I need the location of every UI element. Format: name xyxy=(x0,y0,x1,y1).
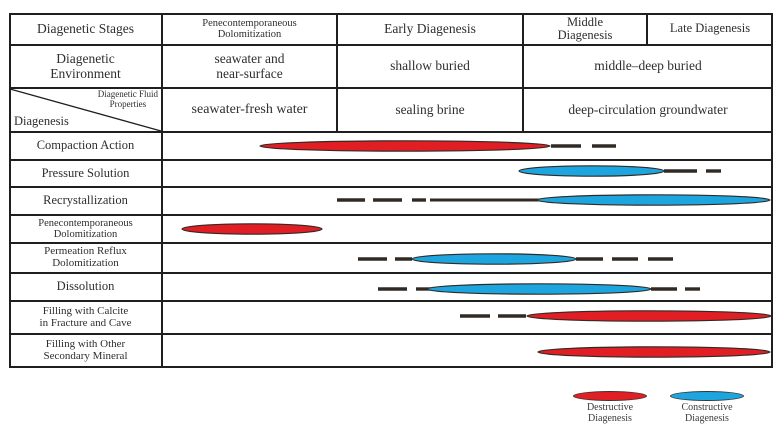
red-diagenesis-ellipse xyxy=(259,140,551,152)
blue-diagenesis-ellipse xyxy=(411,253,577,265)
stage-early-cell: Early Diagenesis xyxy=(384,20,476,36)
row-label-compaction-action: Compaction Action xyxy=(36,138,135,153)
fluid-diagenesis-corner-cell: Diagenetic Fluid Properties Diagenesis xyxy=(9,88,162,132)
row-label-pressure-solution: Pressure Solution xyxy=(41,165,130,180)
destructive-ellipse-swatch xyxy=(573,391,647,401)
legend-item-destructive: Destructive Diagenesis xyxy=(571,391,649,424)
fluid-groundwater-cell: deep-circulation groundwater xyxy=(568,101,728,117)
environment-middledeep-cell: middle–deep buried xyxy=(594,58,702,74)
red-diagenesis-ellipse xyxy=(526,310,772,322)
row-label-filling-other-mineral: Filling with Other Secondary Mineral xyxy=(43,338,128,362)
blue-diagenesis-ellipse xyxy=(536,194,771,206)
legend-label-destructive: Destructive Diagenesis xyxy=(586,402,634,424)
blue-diagenesis-ellipse xyxy=(426,283,652,295)
red-diagenesis-ellipse xyxy=(181,223,323,235)
fluid-properties-label: Diagenetic Fluid Properties xyxy=(97,89,158,109)
diagonal-divider xyxy=(9,88,162,132)
fluid-seawater-fresh-cell: seawater-fresh water xyxy=(191,102,308,118)
row-label-recrystallization: Recrystallization xyxy=(43,193,128,208)
diagenesis-label: Diagenesis xyxy=(14,114,69,128)
stage-middle-cell: Middle Diagenesis xyxy=(557,14,613,42)
stages-header-cell: Diagenetic Stages xyxy=(36,20,135,36)
fluid-sealing-brine-cell: sealing brine xyxy=(395,101,465,117)
legend-label-constructive: Constructive Diagenesis xyxy=(681,402,733,424)
environment-seawater-cell: seawater and near-surface xyxy=(214,50,285,81)
row-label-permeation-reflux-dolomitization: Permeation Reflux Dolomitization xyxy=(44,245,127,269)
row-label-penecontemporaneous-dolomitization: Penecontemporaneous Dolomitization xyxy=(38,217,133,240)
legend-item-constructive: Constructive Diagenesis xyxy=(668,391,746,424)
row-label-dissolution: Dissolution xyxy=(56,279,115,294)
grid-layer xyxy=(9,13,773,368)
constructive-ellipse-swatch xyxy=(670,391,744,401)
stage-penecontemporaneous-cell: Penecontemporaneous Dolomitization xyxy=(202,17,297,40)
red-diagenesis-ellipse xyxy=(537,346,771,358)
blue-diagenesis-ellipse xyxy=(518,165,665,177)
marks-layer xyxy=(181,140,772,358)
environment-header-cell: Diagenetic Environment xyxy=(50,50,121,81)
environment-shallow-cell: shallow buried xyxy=(390,58,470,74)
row-label-filling-calcite: Filling with Calcite in Fracture and Cav… xyxy=(39,304,132,329)
stage-late-cell: Late Diagenesis xyxy=(669,21,751,36)
